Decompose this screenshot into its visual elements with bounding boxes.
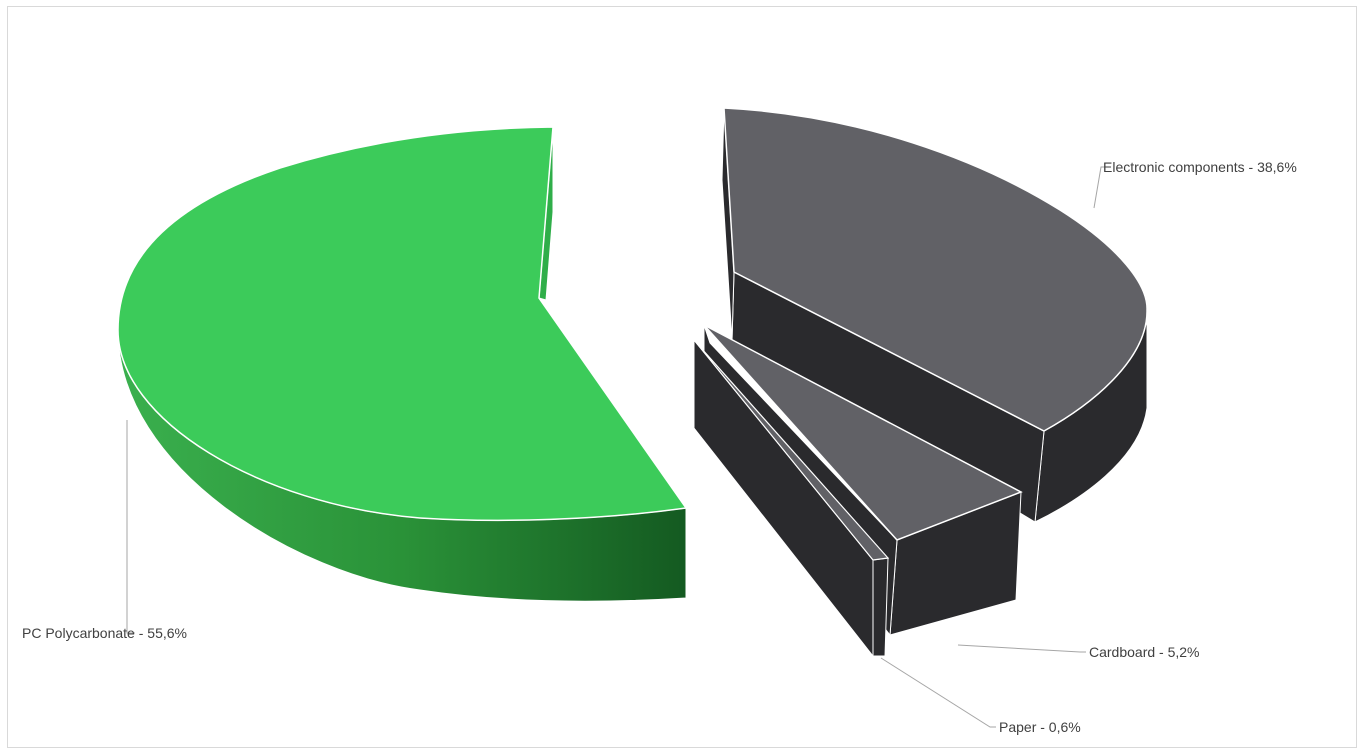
- slice-electronic-components-top: [723, 107, 1148, 432]
- label-cardboard: Cardboard - 5,2%: [1089, 644, 1200, 660]
- leader-line-cardboard: [957, 644, 1086, 653]
- slice-cardboard-top: [703, 324, 1023, 541]
- leader-line-pc-polycarbonate: [126, 420, 135, 634]
- slice-pc-polycarbonate[interactable]: [117, 126, 688, 602]
- slice-pc-polycarbonate-top: [117, 126, 688, 522]
- slice-paper-end-side: [872, 557, 889, 657]
- label-paper: Paper - 0,6%: [999, 719, 1081, 735]
- slice-electronic-components[interactable]: [721, 107, 1148, 523]
- leader-line-electronic-components: [1093, 166, 1106, 209]
- leader-lines: [126, 166, 1106, 728]
- slice-paper-top: [693, 339, 890, 561]
- label-pc-polycarbonate: PC Polycarbonate - 55,6%: [22, 625, 187, 641]
- slice-paper[interactable]: [693, 338, 890, 658]
- label-electronic-components: Electronic components - 38,6%: [1103, 159, 1297, 175]
- leader-line-paper: [880, 657, 996, 728]
